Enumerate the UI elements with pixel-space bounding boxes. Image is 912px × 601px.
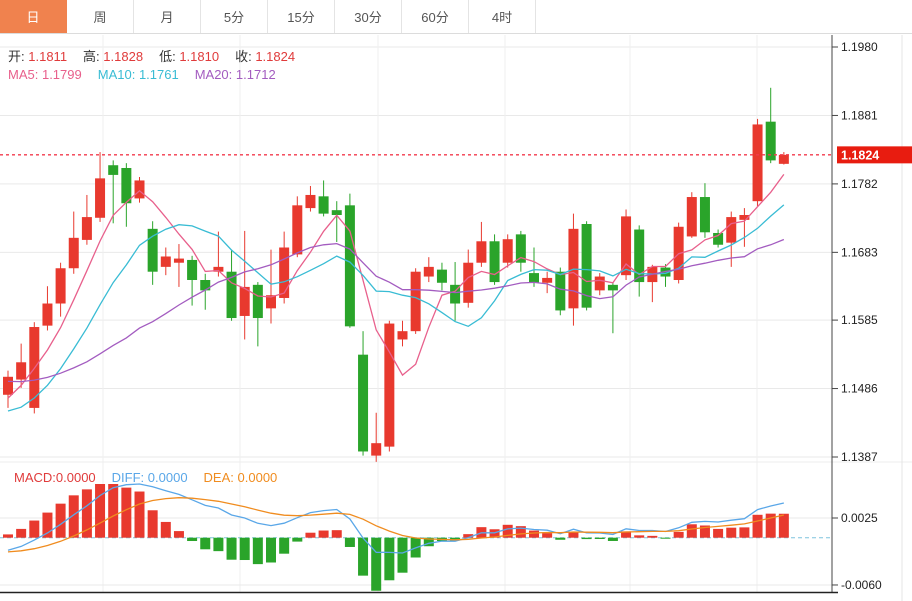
svg-text:1.1824: 1.1824 (841, 148, 879, 162)
svg-text:0.0025: 0.0025 (841, 511, 878, 525)
ma5-line (7, 174, 785, 399)
period-tab-4[interactable]: 15分 (268, 0, 335, 33)
period-tabbar: 日周月 5分 15分 30分 60分 4时 (0, 0, 912, 34)
open-readout: 开: 1.1811 (8, 49, 68, 64)
chart-plot-area[interactable] (0, 35, 832, 592)
svg-text:1.1683: 1.1683 (841, 245, 878, 259)
macd-value: MACD:0.0000 (14, 470, 96, 485)
svg-text:1.1387: 1.1387 (841, 450, 878, 464)
svg-text:1.1782: 1.1782 (841, 177, 878, 191)
price-axis: 1.1980 1.1881 1.1782 1.1683 1.1585 1.1486 1.13… (0, 35, 903, 601)
period-tab-6[interactable]: 60分 (402, 0, 469, 33)
period-tab-5[interactable]: 30分 (335, 0, 402, 33)
dea-line (7, 497, 784, 553)
diff-value: DIFF: 0.0000 (111, 470, 188, 485)
period-tab-7[interactable]: 4时 (469, 0, 536, 33)
low-readout: 低: 1.1810 (159, 49, 220, 64)
dea-value: DEA: 0.0000 (203, 470, 278, 485)
ma-readout: MA5: 1.1799 MA10: 1.1761 MA20: 1.1712 (8, 67, 292, 82)
ma20-line (7, 238, 785, 383)
svg-text:1.1585: 1.1585 (841, 313, 878, 327)
high-readout: 高: 1.1828 (83, 49, 144, 64)
ma20-readout: MA20: 1.1712 (194, 67, 276, 82)
svg-text:-0.0060: -0.0060 (841, 578, 882, 592)
period-tab-3[interactable]: 5分 (201, 0, 268, 33)
svg-text:1.1881: 1.1881 (841, 108, 878, 122)
ma10-readout: MA10: 1.1761 (97, 67, 179, 82)
macd-readout: MACD:0.0000 DIFF: 0.0000 DEA: 0.0000 (14, 470, 293, 485)
period-tab-2[interactable]: 月 (134, 0, 201, 33)
period-tab-0[interactable]: 日 (0, 0, 67, 33)
period-tab-1[interactable]: 周 (67, 0, 134, 33)
svg-text:1.1980: 1.1980 (841, 40, 878, 54)
close-readout: 收: 1.1824 (235, 49, 296, 64)
ohlc-readout: 开: 1.1811 高: 1.1828 低: 1.1810 收: 1.1824 (8, 46, 311, 65)
ma5-readout: MA5: 1.1799 (8, 67, 82, 82)
svg-text:1.1486: 1.1486 (841, 382, 878, 396)
current-price-badge: 1.1824 (837, 146, 912, 164)
diff-line (7, 483, 784, 554)
